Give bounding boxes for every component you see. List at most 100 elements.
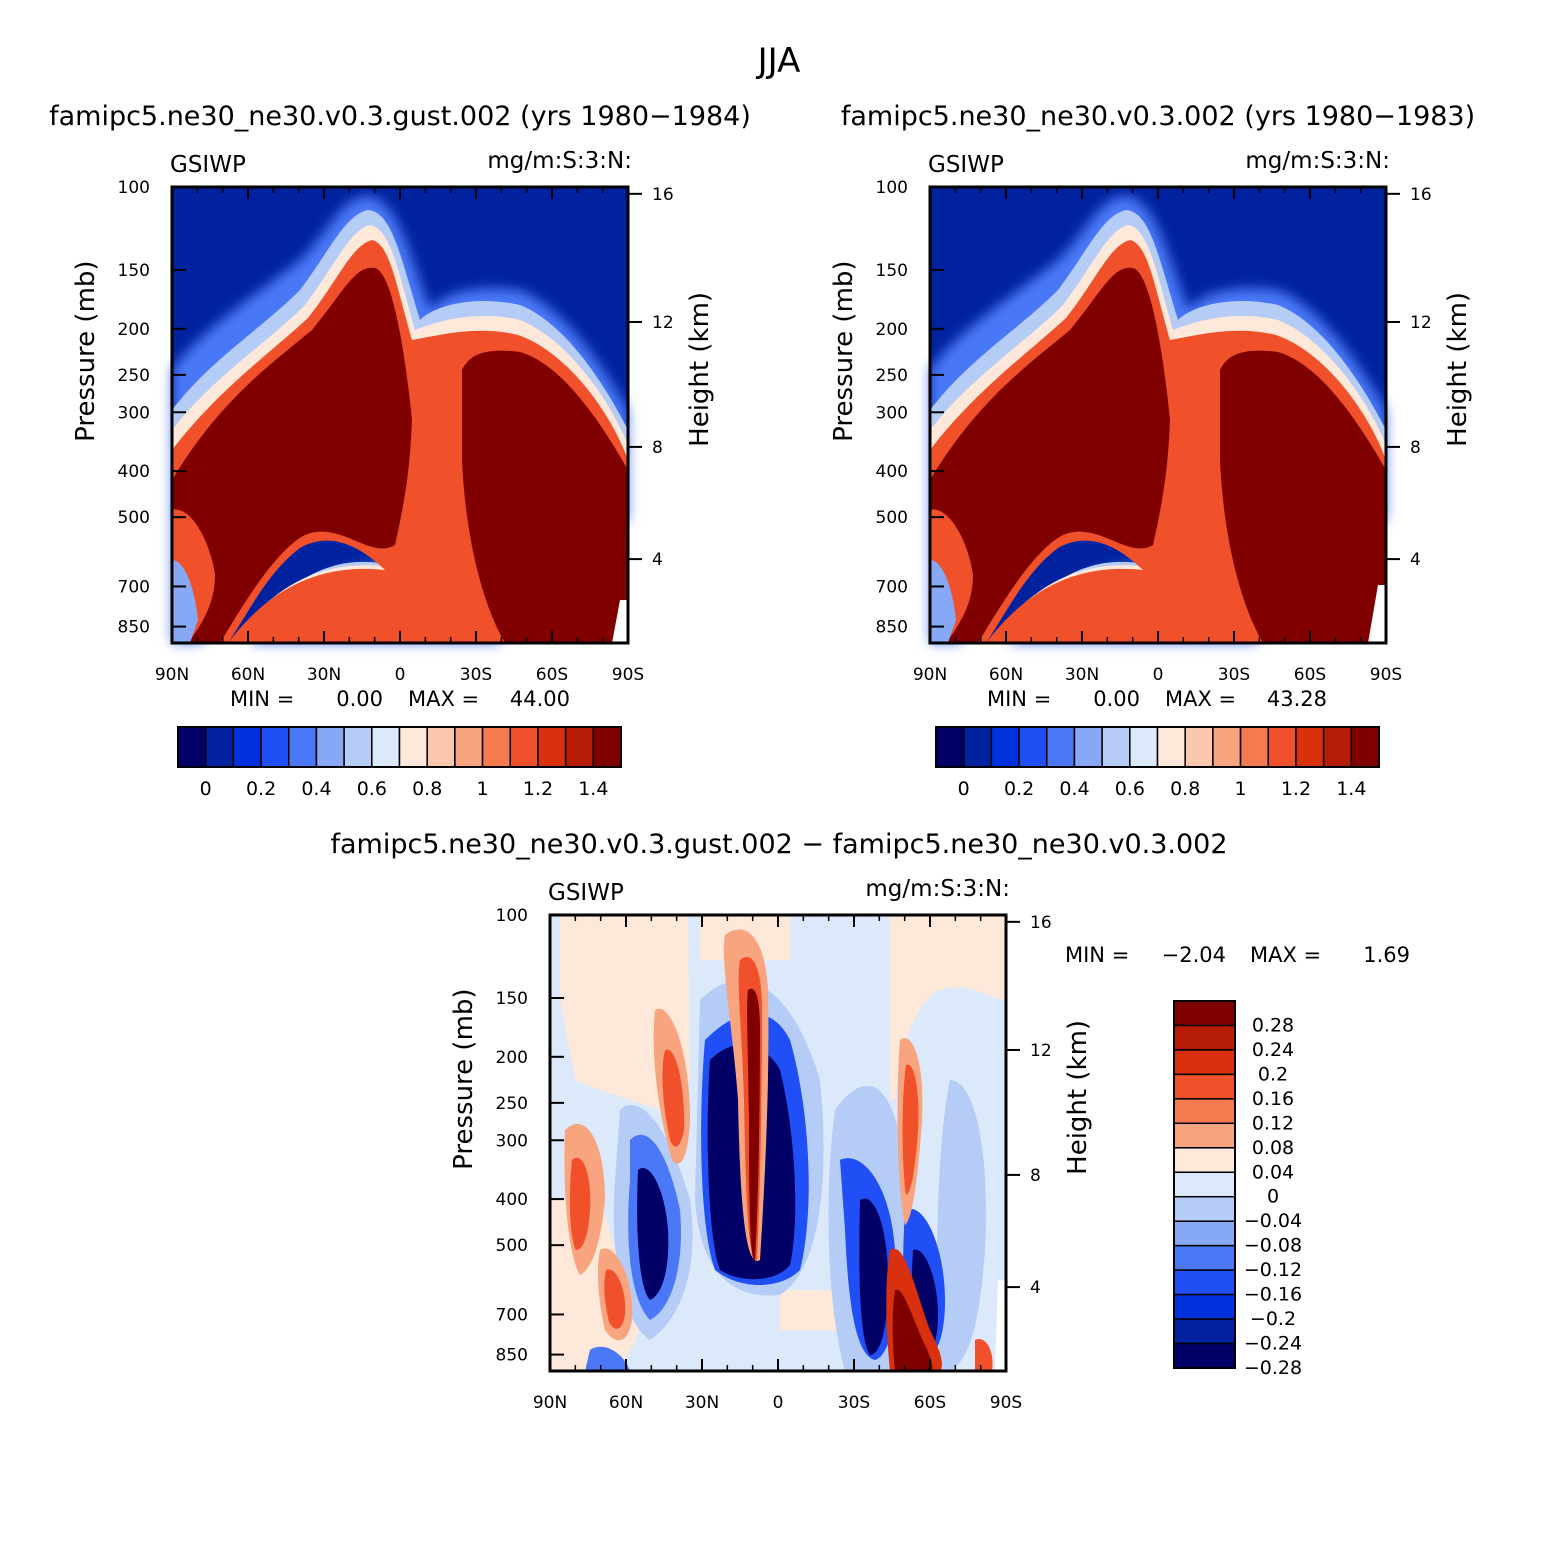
y-tick-label: 850 <box>496 1346 528 1366</box>
panel-b-title: famipc5.ne30_ne30.v0.3.002 (yrs 1980−198… <box>841 101 1475 132</box>
colorbar-swatch <box>288 726 318 768</box>
colorbar-swatch <box>1156 726 1186 768</box>
colorbar-label: 0.08 <box>1252 1137 1294 1159</box>
x-tick-label: 0 <box>773 1393 784 1413</box>
colorbar-label: −0.24 <box>1244 1333 1302 1355</box>
y-tick-label: 700 <box>118 577 150 597</box>
colorbar-label: 0 <box>958 778 970 800</box>
colorbar-frame <box>177 726 622 768</box>
colorbar-swatch <box>426 726 456 768</box>
x-tick-label: 60N <box>231 665 265 685</box>
x-tick-label: 30S <box>1218 665 1250 685</box>
panel-b-max-value: 43.28 <box>1267 687 1327 711</box>
x-tick-label: 90N <box>913 665 947 685</box>
y2-axis-label: Height (km) <box>685 292 715 447</box>
colorbar-label: −0.2 <box>1250 1308 1296 1330</box>
panel-b-colorbar: 0 0.2 0.4 0.6 0.8 1 1.2 1.4 <box>935 726 1380 800</box>
panel-c-min-value: −2.04 <box>1162 943 1226 967</box>
colorbar-label: 0.04 <box>1252 1161 1294 1183</box>
y-tick-label: 500 <box>876 508 908 528</box>
colorbar-swatch <box>962 726 993 768</box>
panel-b-heatmap <box>930 187 1386 643</box>
colorbar-swatch <box>1322 726 1353 768</box>
y-tick-label: 150 <box>118 261 150 281</box>
colorbar-label: 0.8 <box>412 778 442 800</box>
y2-tick-label: 8 <box>1410 438 1421 458</box>
y-tick-label: 150 <box>496 989 528 1009</box>
x-tick-label: 60N <box>609 1393 643 1413</box>
colorbar-swatch <box>509 726 539 768</box>
y-tick-label: 500 <box>496 1236 528 1256</box>
panel-c-max-label: MAX = <box>1250 943 1321 967</box>
colorbar-swatch <box>1173 1098 1236 1125</box>
y2-tick-label: 12 <box>1410 313 1432 333</box>
colorbar-swatch <box>1295 726 1325 768</box>
colorbar-frame <box>1173 1000 1236 1369</box>
y-tick-label: 700 <box>496 1305 528 1325</box>
y-tick-label: 850 <box>876 618 908 638</box>
colorbar-swatch <box>454 726 484 768</box>
y2-tick-label: 4 <box>1030 1278 1041 1298</box>
x-tick-label: 30S <box>838 1393 870 1413</box>
page-title: JJA <box>756 41 801 81</box>
colorbar-label: 0 <box>1267 1186 1279 1208</box>
colorbar-swatch <box>1173 1195 1236 1222</box>
panel-a-units: mg/m:S:3:N: <box>487 148 632 174</box>
y2-tick-label: 12 <box>652 313 674 333</box>
x-tick-label: 90N <box>533 1393 567 1413</box>
colorbar-swatch <box>1267 726 1297 768</box>
y-tick-label: 200 <box>118 320 150 340</box>
colorbar-label: 0.24 <box>1252 1039 1294 1061</box>
y2-tick-label: 8 <box>1030 1166 1041 1186</box>
y-tick-label: 400 <box>496 1190 528 1210</box>
panel-c-field: GSIWP <box>548 880 624 906</box>
colorbar-label: −0.28 <box>1244 1357 1302 1379</box>
x-tick-label: 30N <box>307 665 341 685</box>
colorbar-swatch <box>398 726 428 768</box>
panel-b-axes: 90N 60N 30N 0 30S 60S 90S 100 150 200 250 300 400 500… <box>829 178 1473 685</box>
y-tick-label: 100 <box>118 178 150 198</box>
colorbar-swatch <box>1350 726 1380 768</box>
y-tick-label: 300 <box>876 403 908 423</box>
y-axis-label: Pressure (mb) <box>829 260 859 441</box>
colorbar-swatch <box>564 726 595 768</box>
colorbar-label: 0 <box>200 778 212 800</box>
y-tick-label: 500 <box>118 508 150 528</box>
x-tick-label: 60S <box>1294 665 1326 685</box>
colorbar-swatch <box>343 726 373 768</box>
panel-b-max-label: MAX = <box>1165 687 1236 711</box>
panel-b: famipc5.ne30_ne30.v0.3.002 (yrs 1980−198… <box>829 101 1475 800</box>
colorbar-swatch <box>1173 1318 1236 1345</box>
colorbar-label: 0.4 <box>301 778 331 800</box>
colorbar-label: 0.2 <box>246 778 276 800</box>
colorbar-swatch <box>1173 1049 1236 1076</box>
y-tick-label: 400 <box>118 462 150 482</box>
colorbar-label: 1 <box>477 778 489 800</box>
x-tick-label: 90S <box>990 1393 1022 1413</box>
colorbar-label: 1.4 <box>1336 778 1366 800</box>
colorbar-swatch <box>371 726 401 768</box>
panel-b-units: mg/m:S:3:N: <box>1245 148 1390 174</box>
colorbar-swatch <box>1173 1073 1236 1100</box>
x-tick-label: 60S <box>536 665 568 685</box>
colorbar-label: −0.08 <box>1244 1235 1302 1257</box>
panel-c-heatmap <box>550 915 1006 1371</box>
y2-axis-label: Height (km) <box>1443 292 1473 447</box>
y-tick-label: 200 <box>876 320 908 340</box>
panel-b-min-label: MIN = <box>987 687 1051 711</box>
colorbar-swatch <box>1073 726 1103 768</box>
colorbar-label: 1.4 <box>578 778 608 800</box>
colorbar-swatch <box>1173 1000 1236 1027</box>
colorbar-swatch <box>315 726 345 768</box>
panel-a: famipc5.ne30_ne30.v0.3.gust.002 (yrs 198… <box>49 101 751 800</box>
panel-c-axes: 90N 60N 30N 0 30S 60S 90S 100 150 200 250 300 400 500… <box>449 906 1093 1413</box>
colorbar-swatch <box>1101 726 1131 768</box>
colorbar-swatch <box>1173 1122 1236 1149</box>
colorbar-label: 0.8 <box>1170 778 1200 800</box>
y-tick-label: 100 <box>496 906 528 926</box>
colorbar-swatch <box>1173 1024 1236 1051</box>
colorbar-swatch <box>537 726 567 768</box>
panel-c: famipc5.ne30_ne30.v0.3.gust.002 − famipc… <box>330 829 1410 1413</box>
colorbar-label: −0.12 <box>1244 1259 1302 1281</box>
